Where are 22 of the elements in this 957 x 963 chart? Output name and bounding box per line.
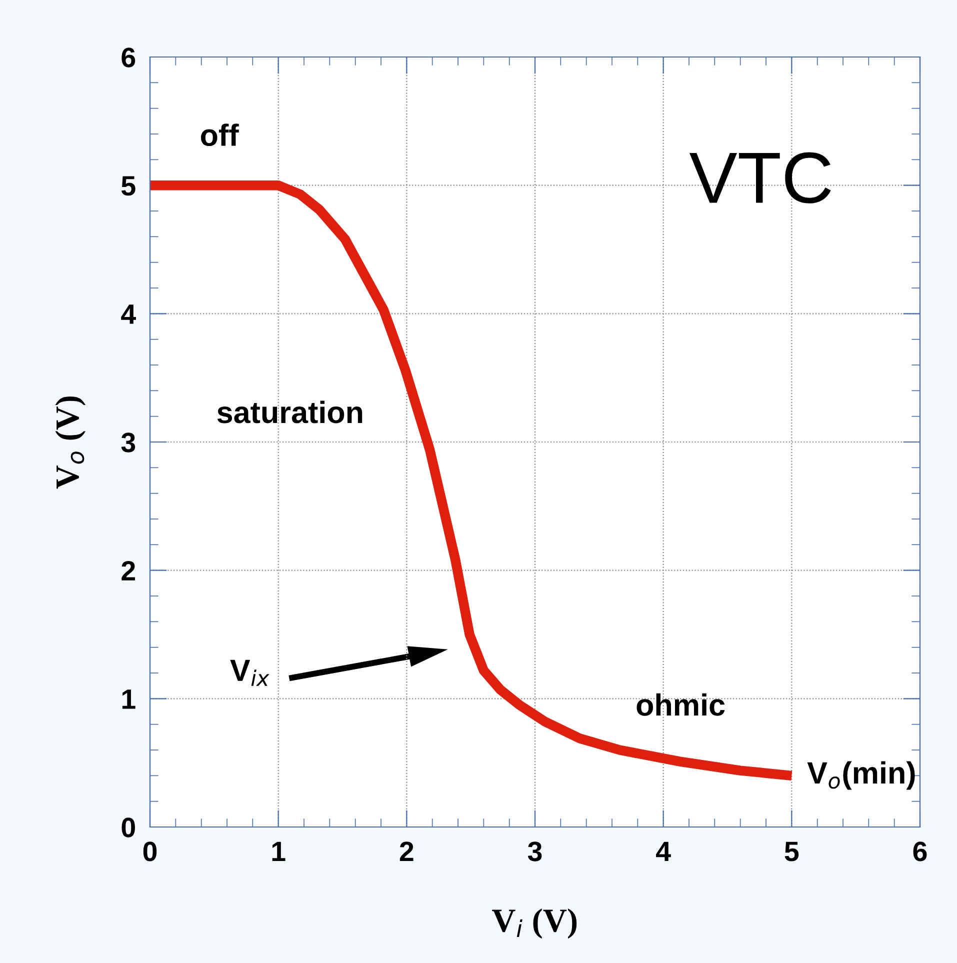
annotation: off	[200, 124, 239, 146]
annotation: V$_{ix}$	[230, 660, 270, 686]
x-tick-label: 2	[400, 842, 414, 862]
y-tick-label: 5	[122, 176, 136, 196]
x-tick-label: 6	[913, 842, 927, 862]
annotation: V$_{o}$(min)	[807, 761, 915, 790]
y-tick-label: 3	[121, 432, 136, 452]
x-axis-title: V$_{i}$ (V)	[492, 908, 577, 939]
y-tick-label: 1	[122, 690, 136, 709]
x-tick-label: 1	[272, 842, 286, 862]
y-axis-title: V$_{o}$ (V)	[55, 396, 86, 489]
x-tick-label: 0	[143, 842, 157, 862]
annotation: saturation	[217, 400, 362, 424]
annotation: ohmic	[636, 693, 725, 716]
y-tick-label: 4	[121, 304, 136, 324]
x-tick-label: 3	[528, 842, 542, 862]
x-tick-label: 4	[656, 842, 671, 862]
y-tick-label: 6	[122, 48, 136, 68]
x-tick-label: 5	[784, 842, 799, 862]
annotation: VTC	[689, 152, 831, 204]
y-tick-label: 2	[122, 561, 135, 580]
y-tick-label: 0	[122, 818, 135, 838]
